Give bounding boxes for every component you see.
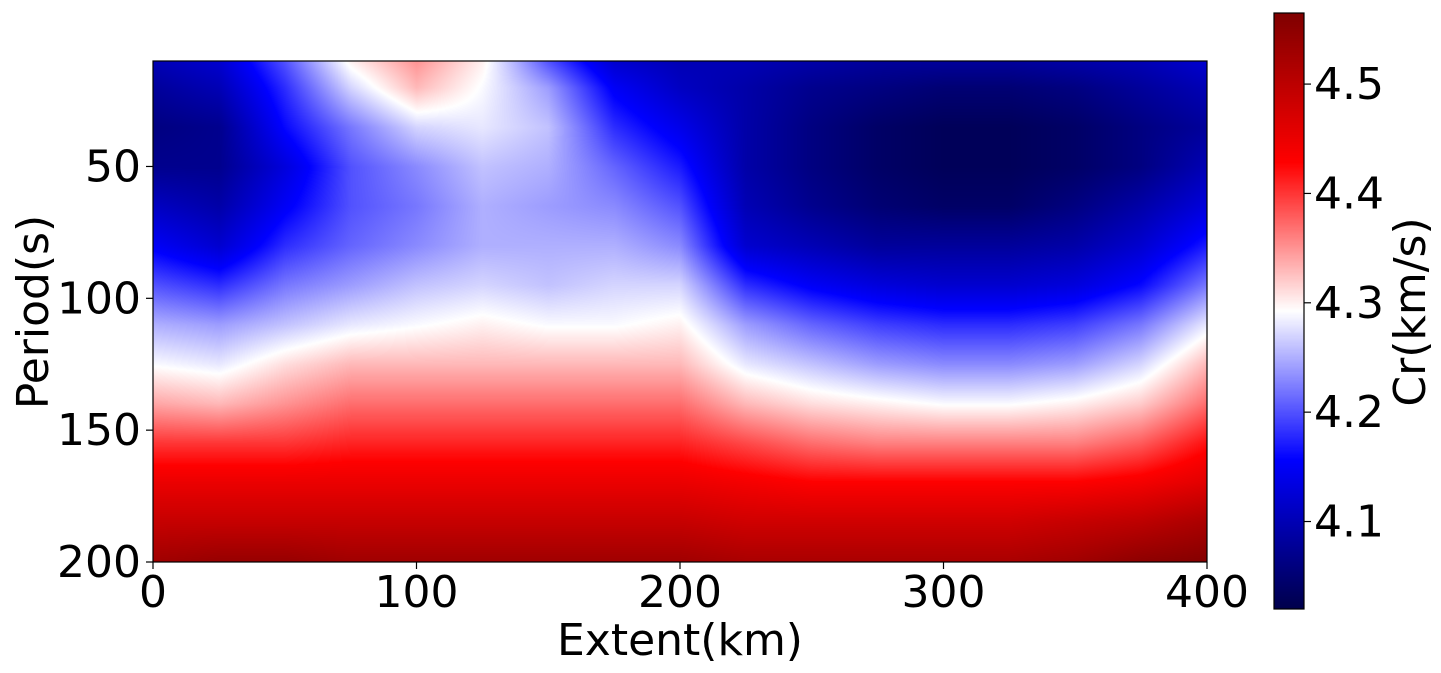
y-axis-title: Period(s) [8,215,59,409]
colorbar-tick-label: 4.3 [1314,278,1384,329]
colorbar [1274,13,1304,609]
colorbar-tick-label: 4.4 [1314,168,1384,219]
x-tick-label: 100 [375,567,459,618]
heatmap-area [153,61,1207,562]
x-tick-label: 300 [902,567,986,618]
x-tick-label: 200 [638,567,722,618]
colorbar-axis: 4.1 4.2 4.3 4.4 4.5 [1304,59,1384,548]
x-tick-label: 0 [139,567,167,618]
y-tick-label: 200 [57,537,141,588]
colorbar-tick-label: 4.1 [1314,497,1384,548]
colorbar-tick-label: 4.5 [1314,59,1384,110]
colorbar-frame [1273,12,1305,610]
x-tick-label: 400 [1165,567,1249,618]
x-axis-title: Extent(km) [557,615,803,666]
y-tick-label: 150 [57,405,141,456]
y-axis: 50 100 150 200 [57,141,153,588]
y-tick-label: 100 [57,273,141,324]
colorbar-title: Cr(km/s) [1385,217,1436,406]
x-axis: 0 100 200 300 400 [139,562,1249,618]
colorbar-tick-label: 4.2 [1314,387,1384,438]
y-tick-label: 50 [85,141,141,192]
